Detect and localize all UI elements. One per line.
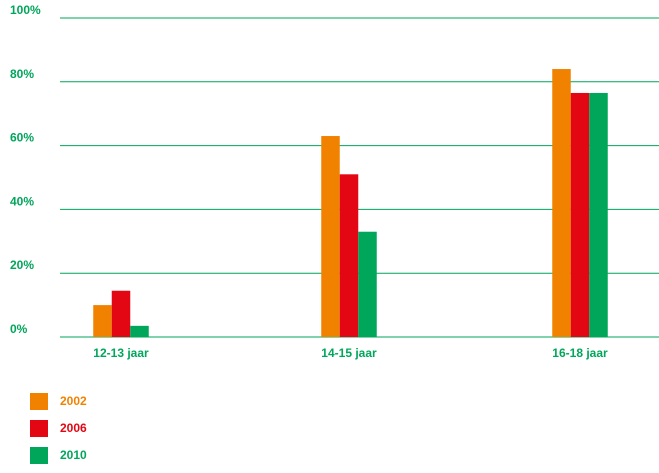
bar-2002-0 <box>93 305 112 337</box>
y-tick-label: 0% <box>10 322 28 336</box>
bar-2002-2 <box>552 69 571 337</box>
legend-item-2002: 2002 <box>30 392 87 410</box>
x-axis-tick-labels: 12-13 jaar 14-15 jaar 16-18 jaar <box>93 346 608 360</box>
legend: 2002 2006 2010 <box>30 392 87 473</box>
legend-swatch-2006 <box>30 419 48 437</box>
legend-item-2006: 2006 <box>30 419 87 437</box>
legend-label-2002: 2002 <box>60 394 87 408</box>
legend-swatch-2002 <box>30 392 48 410</box>
y-tick-label: 100% <box>10 3 41 17</box>
bar-2010-1 <box>358 231 377 337</box>
y-tick-label: 40% <box>10 194 34 208</box>
x-tick-label: 16-18 jaar <box>552 346 608 360</box>
y-tick-label: 20% <box>10 258 34 272</box>
legend-item-2010: 2010 <box>30 446 87 464</box>
x-tick-label: 12-13 jaar <box>93 346 149 360</box>
bar-2010-2 <box>589 92 608 337</box>
x-tick-label: 14-15 jaar <box>321 346 377 360</box>
bar-2006-2 <box>570 92 590 337</box>
y-tick-label: 80% <box>10 67 34 81</box>
y-tick-label: 60% <box>10 131 34 145</box>
legend-label-2006: 2006 <box>60 421 87 435</box>
legend-label-2010: 2010 <box>60 448 87 462</box>
bar-2006-1 <box>339 174 359 337</box>
legend-swatch-2010 <box>30 446 48 464</box>
bar-2006-0 <box>111 290 131 337</box>
y-axis-tick-labels: 0% 20% 40% 60% 80% 100% <box>10 3 41 336</box>
bar-2010-0 <box>130 325 149 337</box>
bar-chart: 0%20%40%60%80%100% 12-13 jaar 14-15 jaar 1… <box>10 3 659 360</box>
bar-2002-1 <box>321 136 340 337</box>
bars <box>93 69 608 337</box>
